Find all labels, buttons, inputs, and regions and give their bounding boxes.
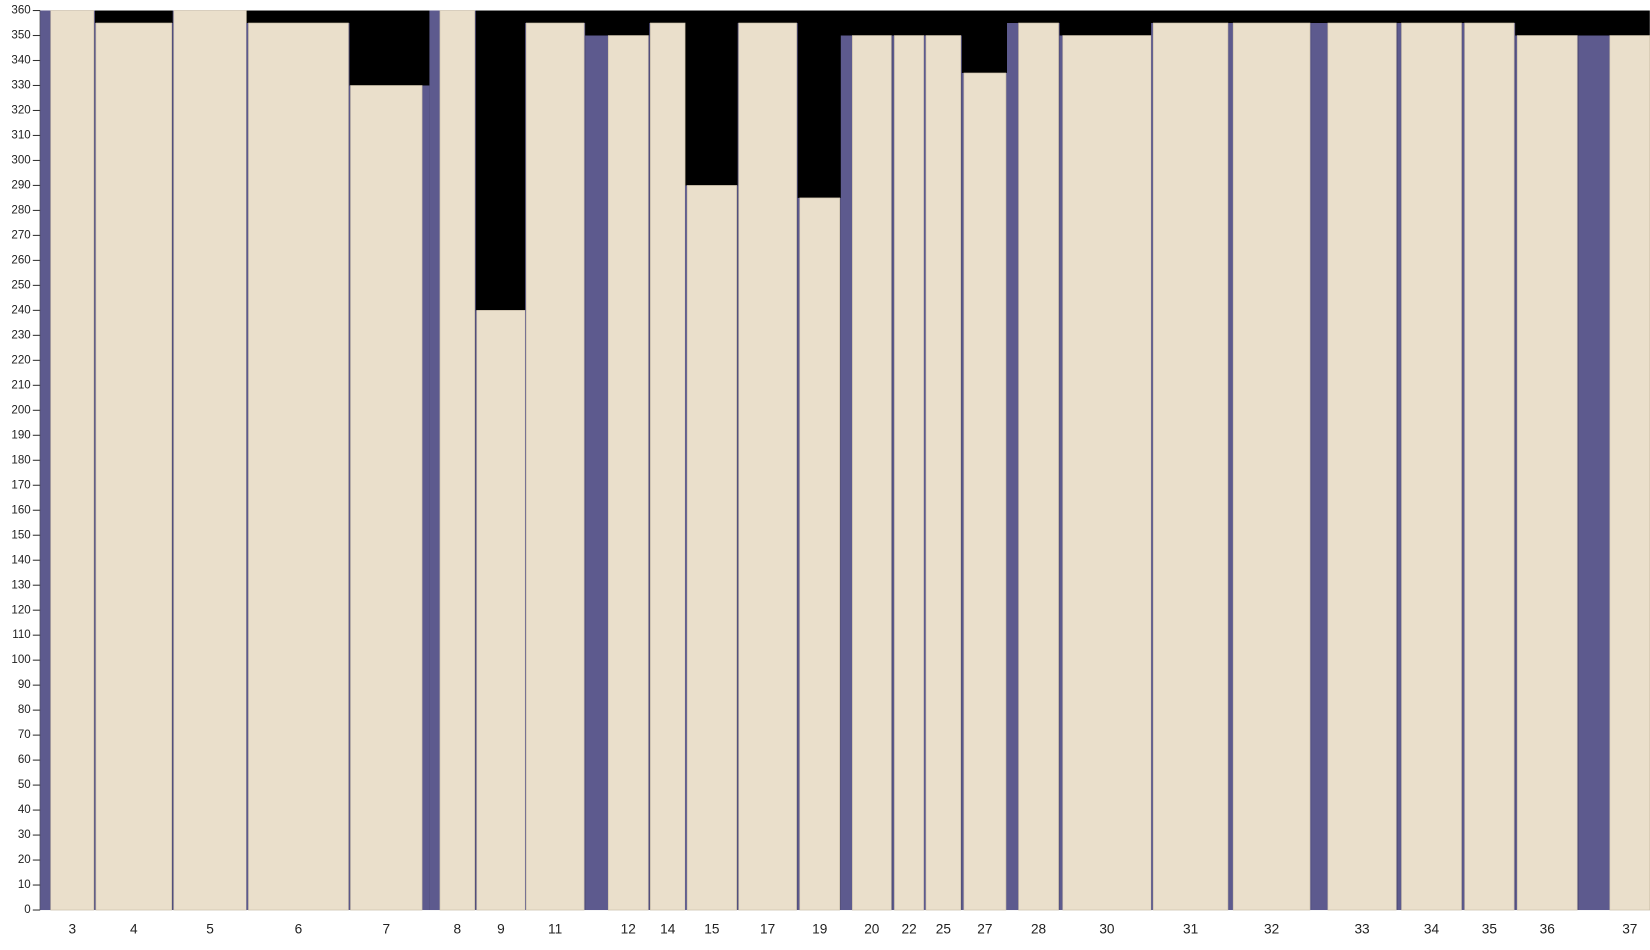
x-tick-label: 3 — [68, 922, 76, 937]
y-tick-label: 10 — [18, 879, 31, 891]
bar — [476, 310, 526, 911]
y-tick-label: 130 — [11, 579, 30, 591]
bar — [350, 85, 423, 911]
y-tick-label: 20 — [18, 854, 31, 866]
x-tick-label: 37 — [1622, 922, 1637, 937]
y-tick-label: 260 — [11, 254, 30, 266]
x-tick-label: 31 — [1183, 922, 1198, 937]
bar — [1018, 22, 1059, 911]
y-tick-label: 220 — [11, 354, 30, 366]
bar — [1152, 22, 1229, 911]
y-tick-label: 30 — [18, 829, 31, 841]
x-tick-label: 8 — [454, 922, 462, 937]
x-tick-label: 6 — [295, 922, 303, 937]
bar — [738, 22, 797, 911]
y-tick-label: 0 — [24, 904, 30, 916]
y-tick-label: 200 — [11, 404, 30, 416]
bar — [925, 35, 962, 911]
y-tick-label: 290 — [11, 179, 30, 191]
x-tick-label: 17 — [760, 922, 775, 937]
x-tick-label: 4 — [130, 922, 138, 937]
bar — [686, 185, 737, 911]
x-tick-label: 5 — [206, 922, 214, 937]
bar — [799, 197, 841, 911]
y-tick-label: 360 — [11, 5, 30, 17]
x-tick-label: 14 — [660, 922, 676, 937]
y-tick-label: 340 — [11, 55, 30, 67]
y-tick-label: 320 — [11, 105, 30, 117]
x-tick-label: 28 — [1031, 922, 1046, 937]
y-tick-label: 240 — [11, 304, 30, 316]
x-tick-label: 7 — [382, 922, 390, 937]
y-tick-label: 210 — [11, 379, 30, 391]
bar — [1609, 35, 1650, 911]
x-tick-label: 19 — [812, 922, 827, 937]
bar — [439, 10, 475, 911]
y-tick-label: 110 — [12, 629, 30, 641]
bar — [525, 22, 585, 911]
y-tick-label: 90 — [18, 679, 31, 691]
y-tick-label: 100 — [11, 654, 30, 666]
y-tick-label: 180 — [11, 454, 30, 466]
y-tick-label: 80 — [18, 704, 31, 716]
y-tick-label: 190 — [11, 429, 30, 441]
x-tick-label: 25 — [936, 922, 952, 937]
bar — [173, 10, 247, 911]
x-tick-label: 34 — [1424, 922, 1440, 937]
x-tick-label: 27 — [977, 922, 992, 937]
x-tick-label: 32 — [1264, 922, 1279, 937]
x-tick-label: 22 — [902, 922, 917, 937]
y-tick-label: 350 — [11, 30, 30, 42]
x-tick-label: 9 — [497, 922, 505, 937]
y-tick-label: 40 — [18, 804, 31, 816]
y-tick-label: 300 — [11, 154, 30, 166]
bar — [852, 35, 892, 911]
y-tick-label: 170 — [11, 479, 30, 491]
x-tick-label: 15 — [704, 922, 720, 937]
x-tick-label: 30 — [1099, 922, 1115, 937]
bar — [1516, 35, 1578, 911]
y-tick-label: 50 — [18, 779, 31, 791]
y-tick-label: 330 — [11, 80, 30, 92]
bar — [1401, 22, 1462, 911]
bar — [1232, 22, 1311, 911]
bar — [650, 22, 686, 911]
bar — [607, 35, 649, 911]
y-tick-label: 310 — [11, 130, 30, 142]
bar — [95, 22, 172, 911]
y-tick-label: 270 — [11, 229, 30, 241]
y-tick-label: 140 — [11, 554, 30, 566]
x-tick-label: 11 — [548, 922, 562, 937]
y-tick-label: 280 — [11, 204, 30, 216]
y-tick-label: 250 — [11, 279, 30, 291]
y-tick-label: 160 — [11, 504, 30, 516]
y-tick-label: 60 — [18, 754, 31, 766]
bar — [963, 72, 1007, 911]
x-tick-label: 20 — [864, 922, 880, 937]
y-tick-label: 150 — [11, 529, 30, 541]
bar — [248, 22, 349, 911]
bar — [1062, 35, 1152, 911]
bar — [894, 35, 925, 911]
x-tick-label: 36 — [1540, 922, 1555, 937]
x-tick-label: 12 — [621, 922, 636, 937]
bar — [50, 10, 95, 911]
x-tick-label: 35 — [1482, 922, 1498, 937]
y-tick-label: 70 — [18, 729, 31, 741]
y-tick-label: 120 — [11, 604, 30, 616]
y-tick-label: 230 — [11, 329, 30, 341]
bar — [1327, 22, 1397, 911]
bar — [1464, 22, 1515, 911]
x-tick-label: 33 — [1354, 922, 1369, 937]
